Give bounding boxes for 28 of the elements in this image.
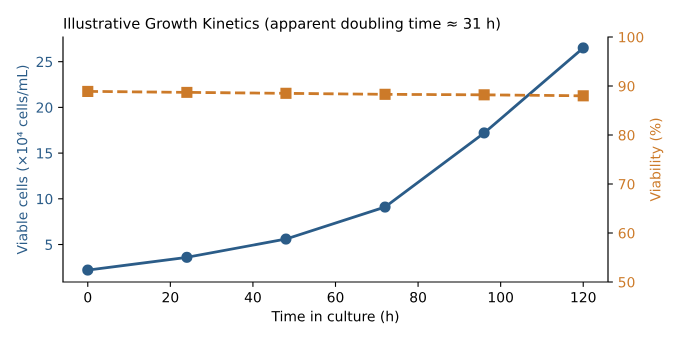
- point: [280, 233, 292, 245]
- y-axis-title: Viable cells (×10⁴ cells/mL): [16, 66, 29, 254]
- chart-title: Illustrative Growth Kinetics (apparent doubling time ≈ 31 h): [64, 18, 500, 32]
- y2-tick-label: 70: [618, 178, 634, 190]
- x-tick-label: 20: [162, 292, 178, 302]
- y2-tick-label: 100: [619, 32, 644, 42]
- y-tick-label: 15: [37, 148, 52, 159]
- x-tick-label: 60: [328, 292, 344, 302]
- y2-tick-label: 90: [618, 80, 634, 92]
- point: [478, 127, 490, 139]
- y2-tick-label: 80: [618, 130, 634, 140]
- y-tick-label: 25: [36, 56, 52, 68]
- x-tick-label: 40: [244, 292, 261, 302]
- x-tick-label: 100: [488, 292, 513, 302]
- y2-axis-title: Viability (%): [650, 118, 664, 202]
- y-tick-label: 10: [37, 194, 52, 204]
- point: [181, 252, 192, 263]
- y-tick-label: 5: [46, 240, 52, 250]
- point: [379, 201, 391, 213]
- point: [578, 42, 589, 54]
- y2-tick-label: 50: [618, 276, 634, 288]
- x-tick-label: 0: [84, 292, 92, 302]
- y2-tick-label: 60: [618, 228, 634, 238]
- point: [82, 264, 94, 276]
- x-tick-label: 80: [410, 292, 426, 302]
- y-tick-label: 20: [36, 102, 52, 113]
- x-tick-label: 120: [572, 292, 596, 302]
- x-axis-title: Time in culture (h): [271, 310, 398, 324]
